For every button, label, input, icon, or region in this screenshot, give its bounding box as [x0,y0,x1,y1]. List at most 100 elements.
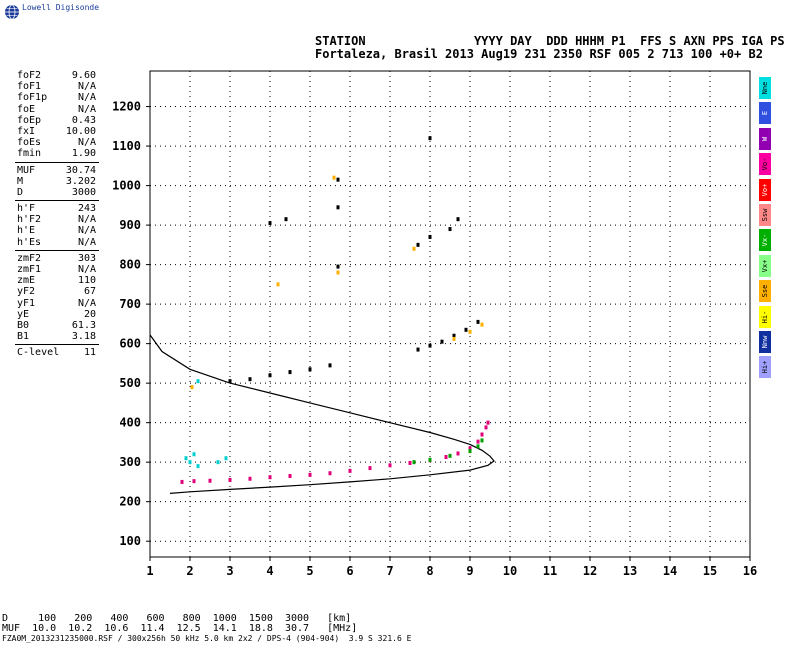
param-value: N/A [77,92,96,104]
param-row: h'F2 N/A [0,214,100,225]
param-value: N/A [77,297,96,309]
echo-point [336,177,340,182]
x-tick-label: 5 [306,564,313,578]
echo-point [228,379,232,384]
legend-label: Hi- [761,310,769,323]
echo-point [448,227,452,232]
profile-layer [149,334,495,494]
echo-point [444,455,448,460]
echo-point [428,234,432,239]
param-separator [0,248,100,253]
echo-point [248,377,252,382]
param-row: MUF 30.74 [0,165,100,176]
param-label: foF1 [17,81,42,93]
param-row: B0 61.3 [0,320,100,331]
echo-point [308,472,312,477]
echo-point [336,270,340,275]
param-row: yF2 67 [0,286,100,297]
legend-label: Vo- [761,157,769,171]
echo-point [196,379,200,384]
param-label: D [17,186,24,198]
grid-layer [150,71,750,557]
param-label: foE [17,103,36,115]
legend-swatch: Vo- [759,153,771,176]
param-value: 303 [77,252,96,264]
legend-label: Nnw [761,335,769,349]
legend-label: Nne [761,81,769,95]
legend-label: Hi+ [761,360,769,374]
echo-point [208,478,212,483]
param-label: M [17,175,24,187]
y-tick-label: 300 [119,455,141,469]
echo-point [224,456,228,461]
legend-swatch: Ssw [759,203,771,226]
plot-frame [149,70,751,558]
y-tick-label: 700 [119,297,141,311]
legend-swatch: Nnw [759,330,771,353]
param-row: yF1 N/A [0,298,100,309]
param-row: h'F 243 [0,203,100,214]
y-tick-label: 1100 [112,139,141,153]
param-value: N/A [77,236,96,248]
echo-point [288,474,292,478]
points-layer [180,136,490,484]
echo-point [416,347,420,352]
echo-point [284,217,288,222]
y-tick-label: 600 [119,337,141,351]
legend-swatch: Nne [759,77,771,99]
echo-point [228,477,232,482]
y-tick-label: 400 [119,416,141,430]
param-label: yE [17,308,30,320]
header-line-2: Fortaleza, Brasil 2013 Aug19 231 2350 RS… [315,47,763,61]
param-value: 3.202 [65,175,96,187]
series-multi-hop [228,136,480,384]
echo-point [468,449,472,454]
legend-swatch: Vx+ [759,254,771,277]
param-label: h'F [17,203,36,215]
echo-point [428,343,432,348]
param-row: foF1 N/A [0,81,100,92]
echo-point [180,479,184,484]
echo-point [308,367,312,372]
series-o-trace [180,420,490,484]
param-row: yE 20 [0,309,100,320]
echo-point [476,439,480,444]
globe-icon [5,4,19,20]
param-label: h'F2 [17,214,42,226]
x-tick-label: 13 [623,564,637,578]
param-label: h'E [17,225,36,237]
param-row: zmE 110 [0,275,100,286]
x-tick-label: 3 [226,564,233,578]
echo-point [192,452,196,457]
param-value: N/A [77,137,96,149]
echo-point [468,329,472,334]
echo-point [188,460,192,465]
param-value: 110 [77,275,96,287]
legend-swatch: W [759,127,771,150]
param-row: C-level 11 [0,347,100,358]
legend-label: Sse [761,284,769,298]
param-label: foEs [17,137,42,149]
param-value: 3.18 [71,331,96,343]
param-row: foEp 0.43 [0,115,100,126]
param-value: N/A [77,103,96,115]
echo-point [480,432,484,437]
param-value: N/A [77,214,96,226]
x-tick-label: 12 [583,564,597,578]
echo-point [190,385,194,390]
param-value: 11 [83,347,96,359]
y-tick-label: 1200 [112,100,141,114]
echo-point [416,242,420,247]
echo-point [484,425,488,430]
x-tick-label: 8 [426,564,433,578]
x-tick-label: 10 [503,564,517,578]
param-row: fxI 10.00 [0,126,100,137]
echo-point [412,246,416,251]
param-label: fxI [17,125,36,137]
legend-swatch: Vx- [759,229,771,252]
echo-point [288,370,292,375]
param-row: h'Es N/A [0,237,100,248]
echo-point [428,457,432,462]
header-line-1: STATION YYYY DAY DDD HHHM P1 FFS S AXN P… [315,34,785,48]
